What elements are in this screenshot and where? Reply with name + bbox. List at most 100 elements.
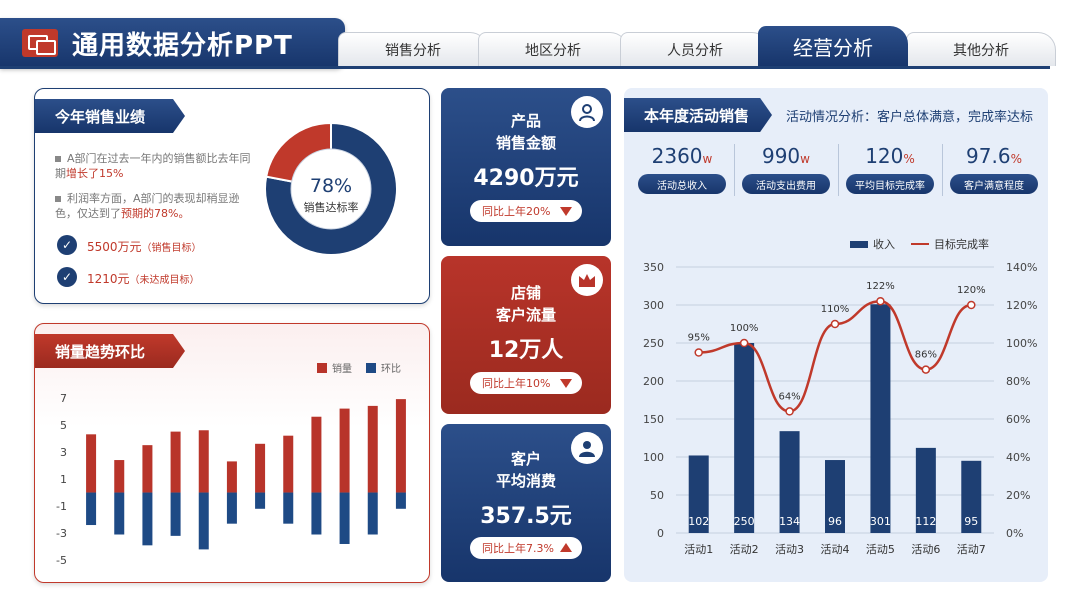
bullet-highlight: 预期的78%。: [121, 207, 190, 220]
legend-label: 收入: [873, 238, 895, 251]
mom-bar: [226, 492, 237, 524]
kpi-number: 990: [761, 144, 801, 168]
legend-label: 目标完成率: [934, 238, 989, 251]
missed-note: （未达成目标）: [129, 275, 200, 286]
bar-value-label: 134: [779, 515, 800, 528]
y-tick-label: 7: [60, 392, 67, 405]
tab-region[interactable]: 地区分析: [478, 32, 628, 66]
trend-legend: 销量 环比: [317, 360, 401, 375]
y-tick-label: 50: [650, 489, 664, 502]
person-icon: [571, 96, 603, 128]
x-tick-label: 活动3: [775, 543, 804, 556]
bar-value-label: 96: [828, 515, 842, 528]
sales-trend-card: 销量趋势环比 销量 环比 7 5 3 1 -1 -3 -5: [34, 323, 430, 583]
kpi-value: 120%: [846, 144, 934, 168]
income-bar: [734, 343, 755, 533]
y2-tick-label: 0%: [1006, 527, 1023, 540]
mom-bar: [395, 492, 406, 509]
up-arrow-icon: [560, 543, 572, 552]
kpi-value: 990w: [742, 144, 830, 168]
income-bar: [825, 460, 845, 533]
sales-bar: [311, 416, 322, 493]
y2-tick-label: 20%: [1006, 489, 1030, 502]
avg-spend-card: 客户 平均消费 357.5元 同比上年7.3%: [441, 424, 611, 582]
header-divider: [0, 66, 1050, 69]
tab-label: 地区分析: [525, 42, 581, 59]
missed-target-text: 1210元（未达成目标）: [87, 270, 200, 287]
checkmark-icon: ✓: [57, 267, 77, 287]
tab-staff[interactable]: 人员分析: [620, 32, 770, 66]
card-value: 12万人: [488, 338, 564, 363]
donut-inner: [290, 148, 372, 230]
legend-swatch-income: [850, 240, 868, 248]
activity-sales-panel: 本年度活动销售 活动情况分析：客户总体满意，完成率达标 2360w 活动总收入 …: [624, 88, 1048, 582]
kpi-label: 活动总收入: [638, 174, 726, 194]
user-icon: [571, 432, 603, 464]
rate-data-label: 122%: [866, 281, 895, 292]
sales-bar: [367, 405, 378, 493]
legend-swatch-rate: [911, 243, 929, 245]
panel-subtitle: 活动情况分析：客户总体满意，完成率达标: [786, 110, 1034, 125]
kpi-item: 97.6% 客户满意程度: [950, 144, 1038, 194]
card-title: 销量趋势环比: [55, 342, 146, 361]
mom-bar: [367, 492, 378, 535]
bullet-square-icon: [55, 196, 61, 202]
kpi-number: 97.6: [966, 144, 1011, 168]
card-title-ribbon: 销量趋势环比: [35, 334, 185, 368]
y2-tick-label: 100%: [1006, 337, 1037, 350]
donut-value: 78%: [309, 175, 353, 197]
y2-tick-label: 60%: [1006, 413, 1030, 426]
store-icon: [571, 264, 603, 296]
mom-bar: [86, 492, 97, 526]
y-tick-label: -1: [56, 500, 67, 513]
tab-label: 人员分析: [667, 42, 723, 59]
kpi-number: 120: [865, 144, 904, 168]
yoy-text: 同比上年10%: [482, 377, 551, 390]
legend-swatch-mom: [366, 362, 376, 373]
income-bar: [915, 447, 936, 533]
activity-legend: 收入 目标完成率: [850, 236, 989, 252]
mom-bar: [311, 492, 322, 535]
tab-operations[interactable]: 经营分析: [758, 26, 908, 66]
card-line2: 销售金额: [495, 134, 556, 152]
bar-value-label: 102: [688, 515, 709, 528]
bar-value-label: 301: [870, 515, 891, 528]
kpi-item: 120% 平均目标完成率: [846, 144, 934, 194]
yoy-text: 同比上年7.3%: [482, 542, 554, 555]
tab-label: 经营分析: [793, 35, 873, 60]
chat-logo-icon: [22, 29, 58, 57]
rate-data-label: 86%: [915, 350, 937, 361]
kpi-unit: %: [1010, 152, 1022, 166]
sales-bar: [255, 443, 266, 493]
sales-bar: [114, 460, 125, 493]
target-note: （销售目标）: [141, 243, 202, 254]
kpi-unit: w: [702, 152, 713, 166]
y2-tick-label: 120%: [1006, 299, 1037, 312]
income-bar: [688, 455, 709, 533]
mom-bar: [198, 492, 209, 550]
x-tick-label: 活动4: [821, 543, 850, 556]
completion-rate-point: [830, 319, 840, 329]
sales-bar: [170, 431, 181, 493]
tab-label: 销售分析: [385, 42, 441, 59]
income-bar: [961, 460, 982, 533]
completion-rate-point: [967, 300, 976, 310]
tab-label: 其他分析: [953, 42, 1009, 59]
sales-target-text: 5500万元（销售目标）: [87, 238, 202, 255]
x-tick-label: 活动1: [684, 543, 713, 556]
y-tick-label: 3: [60, 446, 67, 459]
y-tick-label: 250: [643, 337, 664, 350]
panel-title-ribbon: 本年度活动销售: [624, 98, 772, 132]
tab-sales[interactable]: 销售分析: [338, 32, 488, 66]
rate-data-label: 95%: [688, 333, 710, 344]
mom-bar: [283, 492, 294, 524]
tab-other[interactable]: 其他分析: [906, 32, 1056, 66]
y2-tick-label: 40%: [1006, 451, 1030, 464]
rate-data-label: 120%: [957, 285, 986, 296]
sales-donut-chart: [264, 121, 398, 256]
y2-tick-label: 80%: [1006, 375, 1030, 388]
card-value: 357.5元: [480, 504, 572, 529]
bullet-profit: 利润率方面，A部门的表现却稍显逊色，仅达到了预期的78%。: [55, 191, 255, 221]
kpi-value: 97.6%: [950, 144, 1038, 168]
card-title: 今年销售业绩: [55, 107, 146, 126]
